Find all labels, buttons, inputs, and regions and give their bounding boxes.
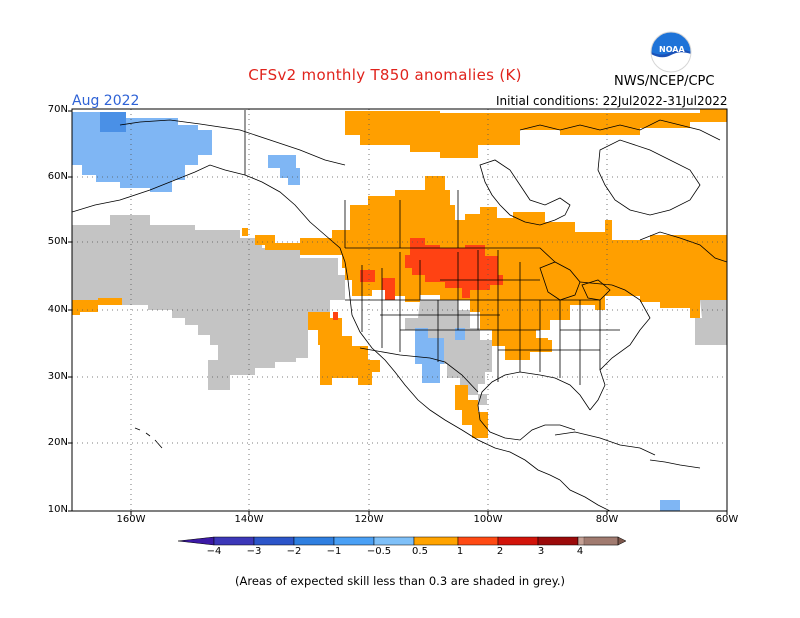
lat-label: 20N xyxy=(47,437,68,448)
lat-label: 70N xyxy=(47,104,68,115)
lon-label: 100W xyxy=(473,514,503,525)
colorbar-label: −4 xyxy=(206,546,222,557)
colorbar-swatch-2-1 xyxy=(293,536,335,546)
colorbar-swatch-3-2 xyxy=(253,536,295,546)
skill-footnote: (Areas of expected skill less than 0.3 a… xyxy=(235,574,565,588)
colorbar-swatch-3-4 xyxy=(537,536,579,546)
low-skill-grey-region xyxy=(72,215,727,405)
negative-anomaly-region xyxy=(72,112,680,511)
lon-label: 140W xyxy=(234,514,264,525)
agency-label: NWS/NCEP/CPC xyxy=(614,74,715,89)
colorbar-label: 1 xyxy=(456,546,464,557)
colorbar-label: −1 xyxy=(326,546,342,557)
colorbar-label: 4 xyxy=(576,546,584,557)
lon-label: 120W xyxy=(354,514,384,525)
graticule xyxy=(72,109,727,511)
coastlines xyxy=(72,110,727,511)
lat-label: 40N xyxy=(47,304,68,315)
colorbar-label: −0.5 xyxy=(366,546,392,557)
colorbar-swatch-4-3 xyxy=(213,536,255,546)
colorbar-swatch-2-3 xyxy=(497,536,539,546)
chart-title: CFSv2 monthly T850 anomalies (K) xyxy=(248,66,522,84)
colorbar-swatch-05-1 xyxy=(413,536,459,546)
colorbar-swatch-lt-4 xyxy=(177,536,215,546)
noaa-logo xyxy=(650,31,692,74)
lat-label: 30N xyxy=(47,371,68,382)
forecast-month: Aug 2022 xyxy=(72,93,140,109)
initial-conditions: Initial conditions: 22Jul2022-31Jul2022 xyxy=(496,94,728,108)
colorbar xyxy=(177,536,627,546)
lat-label: 60N xyxy=(47,171,68,182)
political-boundaries xyxy=(344,190,620,393)
colorbar-label: −3 xyxy=(246,546,262,557)
noaa-logo-text: NOAA xyxy=(659,45,685,54)
colorbar-label: 3 xyxy=(537,546,545,557)
lon-label: 60W xyxy=(715,514,739,525)
colorbar-swatch-1-2 xyxy=(457,536,499,546)
axis-ticks xyxy=(68,110,728,515)
colorbar-label: −2 xyxy=(286,546,302,557)
colorbar-label: 2 xyxy=(496,546,504,557)
colorbar-swatch-gt-4 xyxy=(617,536,627,546)
lat-label: 10N xyxy=(47,504,68,515)
negative-anomaly-strong xyxy=(100,112,126,132)
strong-positive-anomaly-region xyxy=(333,238,503,320)
lon-label: 80W xyxy=(595,514,619,525)
lat-label: 50N xyxy=(47,236,68,247)
colorbar-swatch-05 xyxy=(373,536,415,546)
colorbar-label: 0.5 xyxy=(412,546,428,557)
colorbar-swatch-1-05 xyxy=(333,536,375,546)
lon-label: 160W xyxy=(116,514,146,525)
